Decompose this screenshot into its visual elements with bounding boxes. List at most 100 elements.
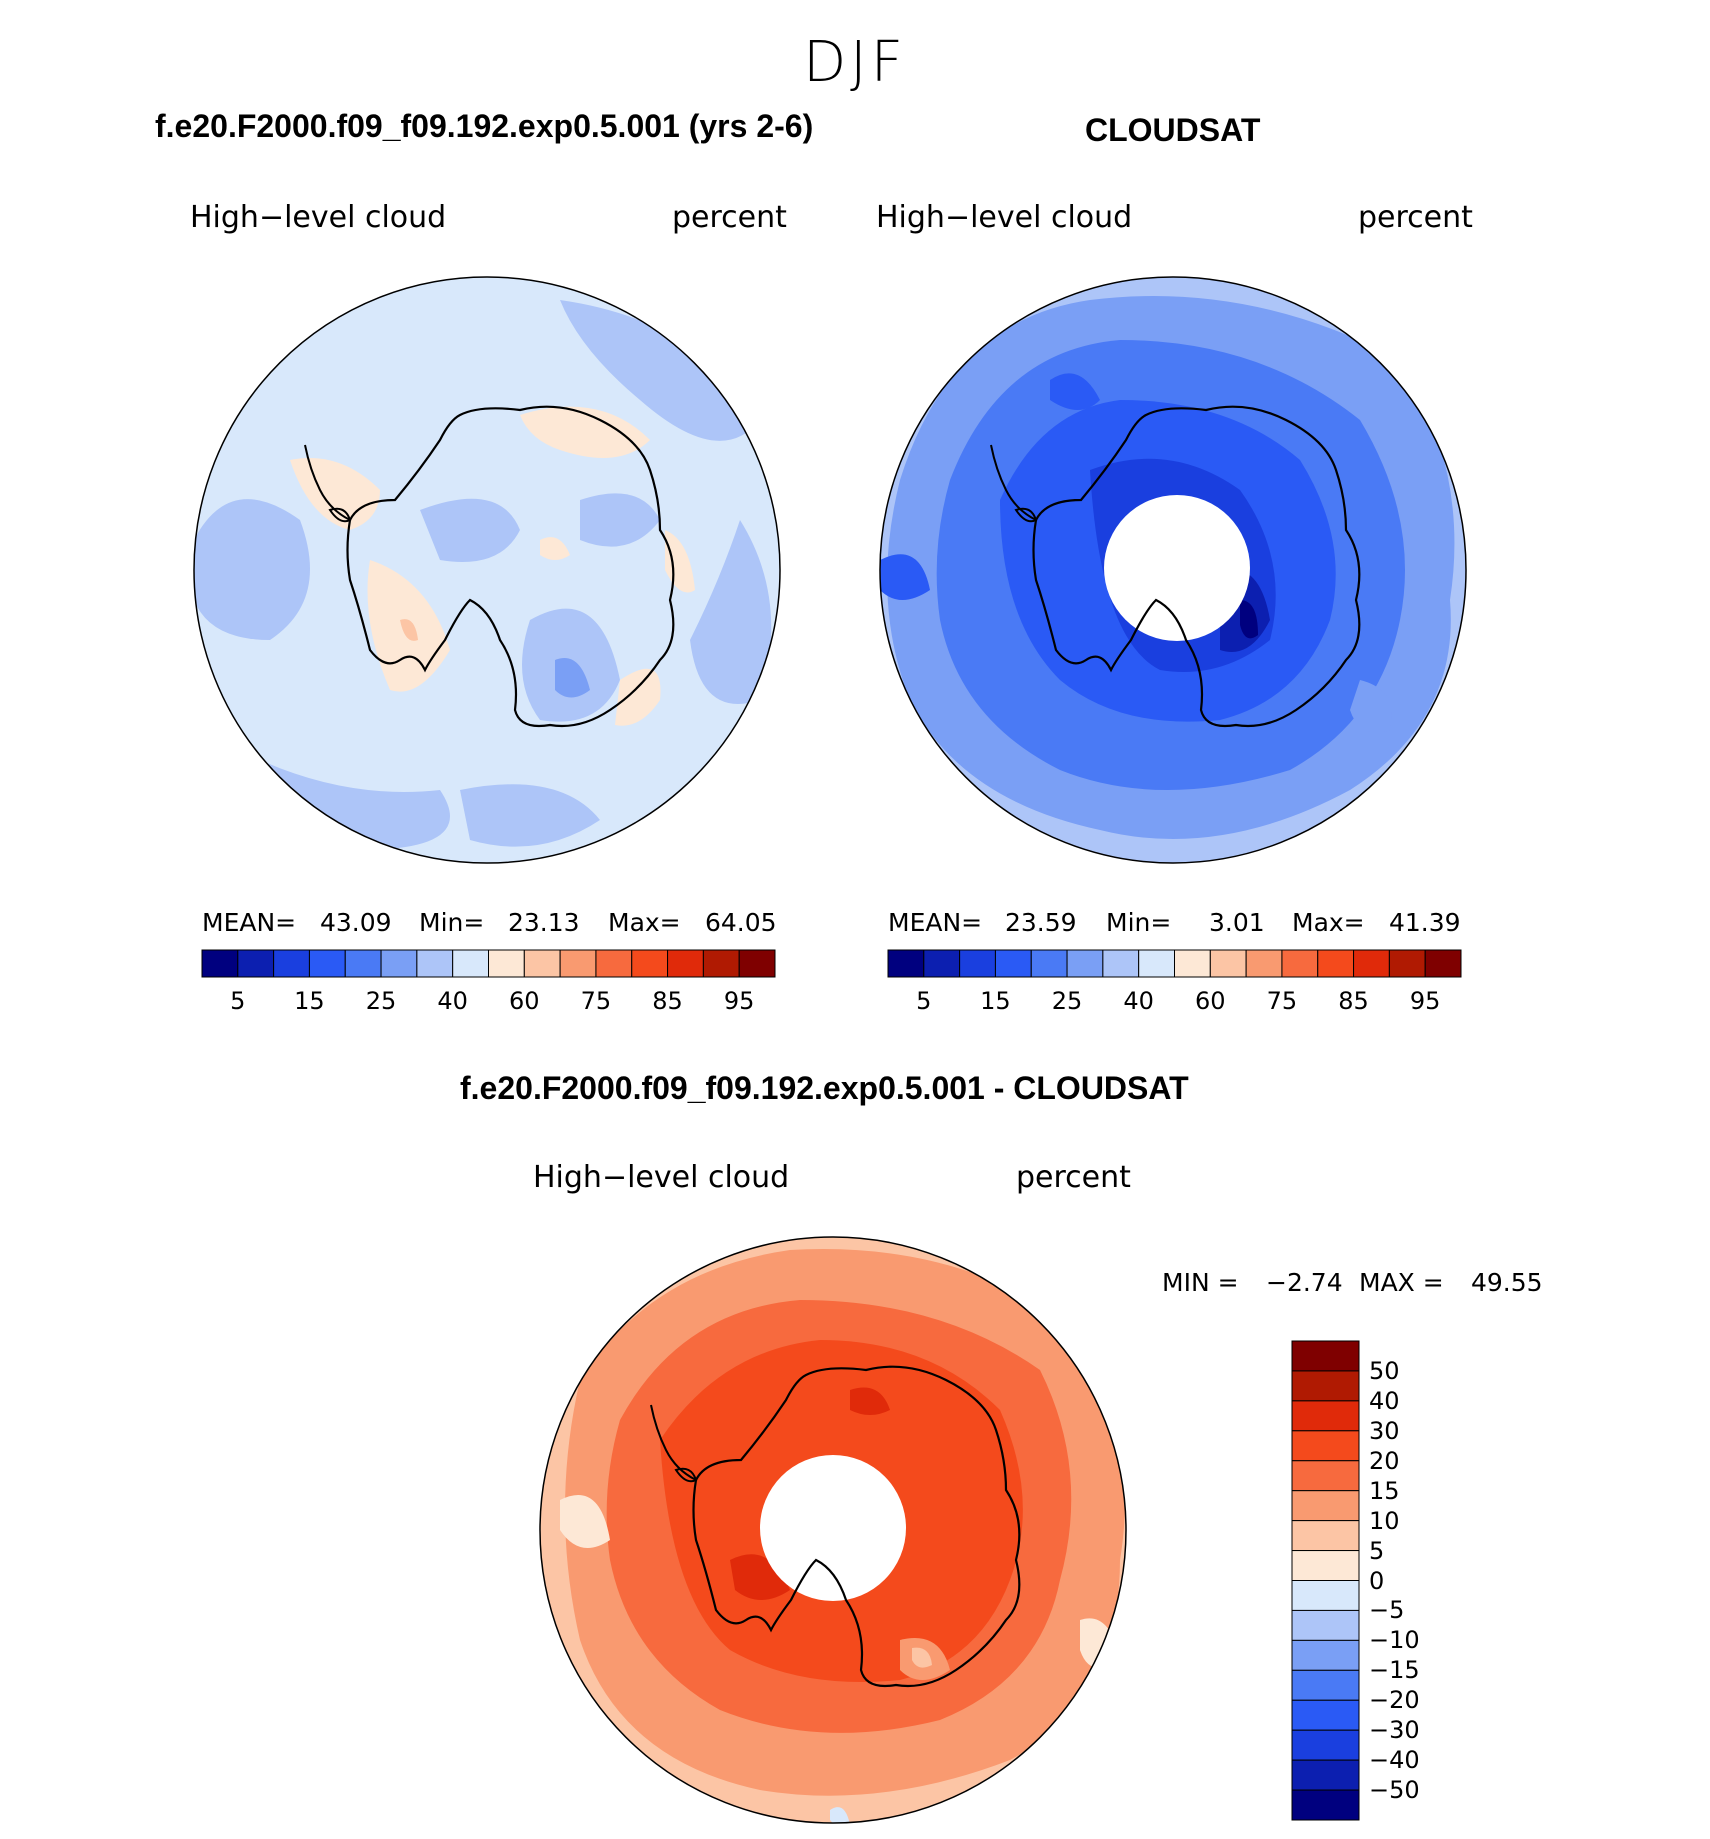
model-colorbar-tick: 75 bbox=[580, 987, 612, 1015]
obs-min-value: 3.01 bbox=[1209, 908, 1265, 937]
diff-colorbar-box bbox=[1291, 1340, 1360, 1372]
model-colorbar-box bbox=[488, 949, 525, 978]
model-colorbar-tick: 60 bbox=[509, 987, 540, 1015]
model-colorbar-box bbox=[237, 949, 275, 978]
diff-colorbar-tick: −20 bbox=[1369, 1686, 1420, 1715]
model-colorbar-box bbox=[702, 949, 740, 978]
model-map bbox=[194, 277, 780, 863]
diff-colorbar-box bbox=[1291, 1729, 1360, 1761]
obs-units-label: percent bbox=[1358, 200, 1473, 235]
diff-colorbar-box bbox=[1291, 1759, 1360, 1791]
model-units-label: percent bbox=[672, 200, 787, 235]
diff-colorbar-tick: −10 bbox=[1369, 1626, 1420, 1655]
diff-colorbar-tick: 15 bbox=[1369, 1476, 1400, 1505]
obs-colorbar-box bbox=[1388, 949, 1426, 978]
obs-colorbar-box bbox=[1174, 949, 1211, 978]
diff-colorbar-tick: 0 bbox=[1369, 1566, 1385, 1595]
model-colorbar-box bbox=[523, 949, 561, 978]
model-colorbar-box bbox=[344, 949, 382, 978]
model-colorbar-box bbox=[201, 949, 239, 978]
diff-colorbar-tick: 50 bbox=[1369, 1356, 1400, 1385]
model-colorbar-box bbox=[595, 949, 633, 978]
obs-colorbar-box bbox=[1209, 949, 1247, 978]
model-colorbar-box bbox=[380, 949, 418, 978]
diff-coastline bbox=[692, 1365, 1021, 1688]
model-min-value: 23.13 bbox=[508, 908, 580, 937]
obs-colorbar-box bbox=[923, 949, 961, 978]
obs-colorbar-tick: 25 bbox=[1051, 987, 1083, 1015]
obs-colorbar-box bbox=[959, 949, 996, 978]
diff-min-value: −2.74 bbox=[1266, 1268, 1343, 1297]
model-colorbar bbox=[201, 949, 776, 978]
obs-colorbar-box bbox=[1066, 949, 1104, 978]
model-panel-title: f.e20.F2000.f09_f09.192.exp0.5.001 (yrs … bbox=[155, 108, 814, 144]
diff-colorbar-box bbox=[1291, 1490, 1360, 1522]
model-colorbar-tick: 85 bbox=[652, 987, 683, 1015]
model-colorbar-box bbox=[559, 949, 597, 978]
obs-max-label: Max= bbox=[1292, 908, 1365, 937]
diff-max-label: MAX = bbox=[1359, 1268, 1444, 1297]
obs-mean-value: 23.59 bbox=[1005, 908, 1077, 937]
diff-colorbar-box bbox=[1291, 1639, 1360, 1671]
obs-panel-title: CLOUDSAT bbox=[1085, 112, 1261, 148]
obs-colorbar-box bbox=[994, 949, 1032, 978]
obs-colorbar-tick: 60 bbox=[1195, 987, 1226, 1015]
diff-colorbar-tick: −5 bbox=[1369, 1596, 1405, 1625]
model-colorbar-box bbox=[308, 949, 346, 978]
obs-colorbar-box bbox=[1030, 949, 1068, 978]
obs-colorbar-box bbox=[1353, 949, 1390, 978]
model-colorbar-box bbox=[667, 949, 704, 978]
diff-colorbar-tick: −30 bbox=[1369, 1716, 1420, 1745]
obs-colorbar-tick: 85 bbox=[1338, 987, 1369, 1015]
model-colorbar-tick: 40 bbox=[437, 987, 468, 1015]
diff-colorbar-box bbox=[1291, 1699, 1360, 1731]
diff-variable-label: High−level cloud bbox=[533, 1160, 790, 1195]
diff-colorbar-tick: 20 bbox=[1369, 1446, 1400, 1475]
obs-colorbar-box bbox=[1317, 949, 1355, 978]
diff-colorbar-box bbox=[1291, 1669, 1360, 1701]
obs-colorbar-tick: 5 bbox=[916, 987, 932, 1015]
diff-colorbar-tick: −50 bbox=[1369, 1776, 1420, 1805]
obs-colorbar-box bbox=[1424, 949, 1462, 978]
model-max-label: Max= bbox=[608, 908, 681, 937]
diff-colorbar-box bbox=[1291, 1400, 1360, 1432]
model-mean-value: 43.09 bbox=[320, 908, 392, 937]
diff-colorbar-box bbox=[1291, 1550, 1360, 1581]
diff-colorbar-tick: −40 bbox=[1369, 1746, 1420, 1775]
obs-colorbar-tick: 40 bbox=[1123, 987, 1154, 1015]
obs-colorbar bbox=[887, 949, 1462, 978]
diff-colorbar-tick: 30 bbox=[1369, 1416, 1400, 1445]
obs-colorbar-box bbox=[1102, 949, 1140, 978]
diff-units-label: percent bbox=[1016, 1160, 1131, 1195]
diff-colorbar-box bbox=[1291, 1520, 1360, 1552]
model-variable-label: High−level cloud bbox=[190, 200, 447, 235]
diff-colorbar-box bbox=[1291, 1789, 1360, 1821]
diff-map bbox=[540, 1237, 1126, 1823]
diff-colorbar-tick: 40 bbox=[1369, 1386, 1400, 1415]
model-colorbar-tick: 95 bbox=[723, 987, 755, 1015]
diff-colorbar-tick: −15 bbox=[1369, 1656, 1420, 1685]
model-coastline bbox=[346, 405, 675, 728]
model-colorbar-box bbox=[416, 949, 454, 978]
obs-colorbar-tick: 75 bbox=[1266, 987, 1298, 1015]
obs-colorbar-box bbox=[1138, 949, 1175, 978]
model-colorbar-box bbox=[273, 949, 310, 978]
obs-colorbar-tick: 95 bbox=[1409, 987, 1441, 1015]
model-colorbar-tick: 15 bbox=[294, 987, 325, 1015]
obs-map bbox=[880, 277, 1466, 863]
diff-colorbar-box bbox=[1291, 1609, 1360, 1641]
diff-min-label: MIN = bbox=[1162, 1268, 1239, 1297]
model-colorbar-box bbox=[631, 949, 669, 978]
obs-colorbar-tick: 15 bbox=[980, 987, 1011, 1015]
model-max-value: 64.05 bbox=[705, 908, 777, 937]
diff-colorbar-box bbox=[1291, 1580, 1360, 1611]
obs-colorbar-box bbox=[887, 949, 925, 978]
obs-max-value: 41.39 bbox=[1389, 908, 1461, 937]
obs-coastline bbox=[1032, 405, 1361, 728]
obs-min-label: Min= bbox=[1106, 908, 1172, 937]
diff-max-value: 49.55 bbox=[1471, 1268, 1543, 1297]
diff-colorbar-tick: 10 bbox=[1369, 1506, 1400, 1535]
model-mean-label: MEAN= bbox=[202, 908, 297, 937]
model-colorbar-tick: 5 bbox=[230, 987, 246, 1015]
